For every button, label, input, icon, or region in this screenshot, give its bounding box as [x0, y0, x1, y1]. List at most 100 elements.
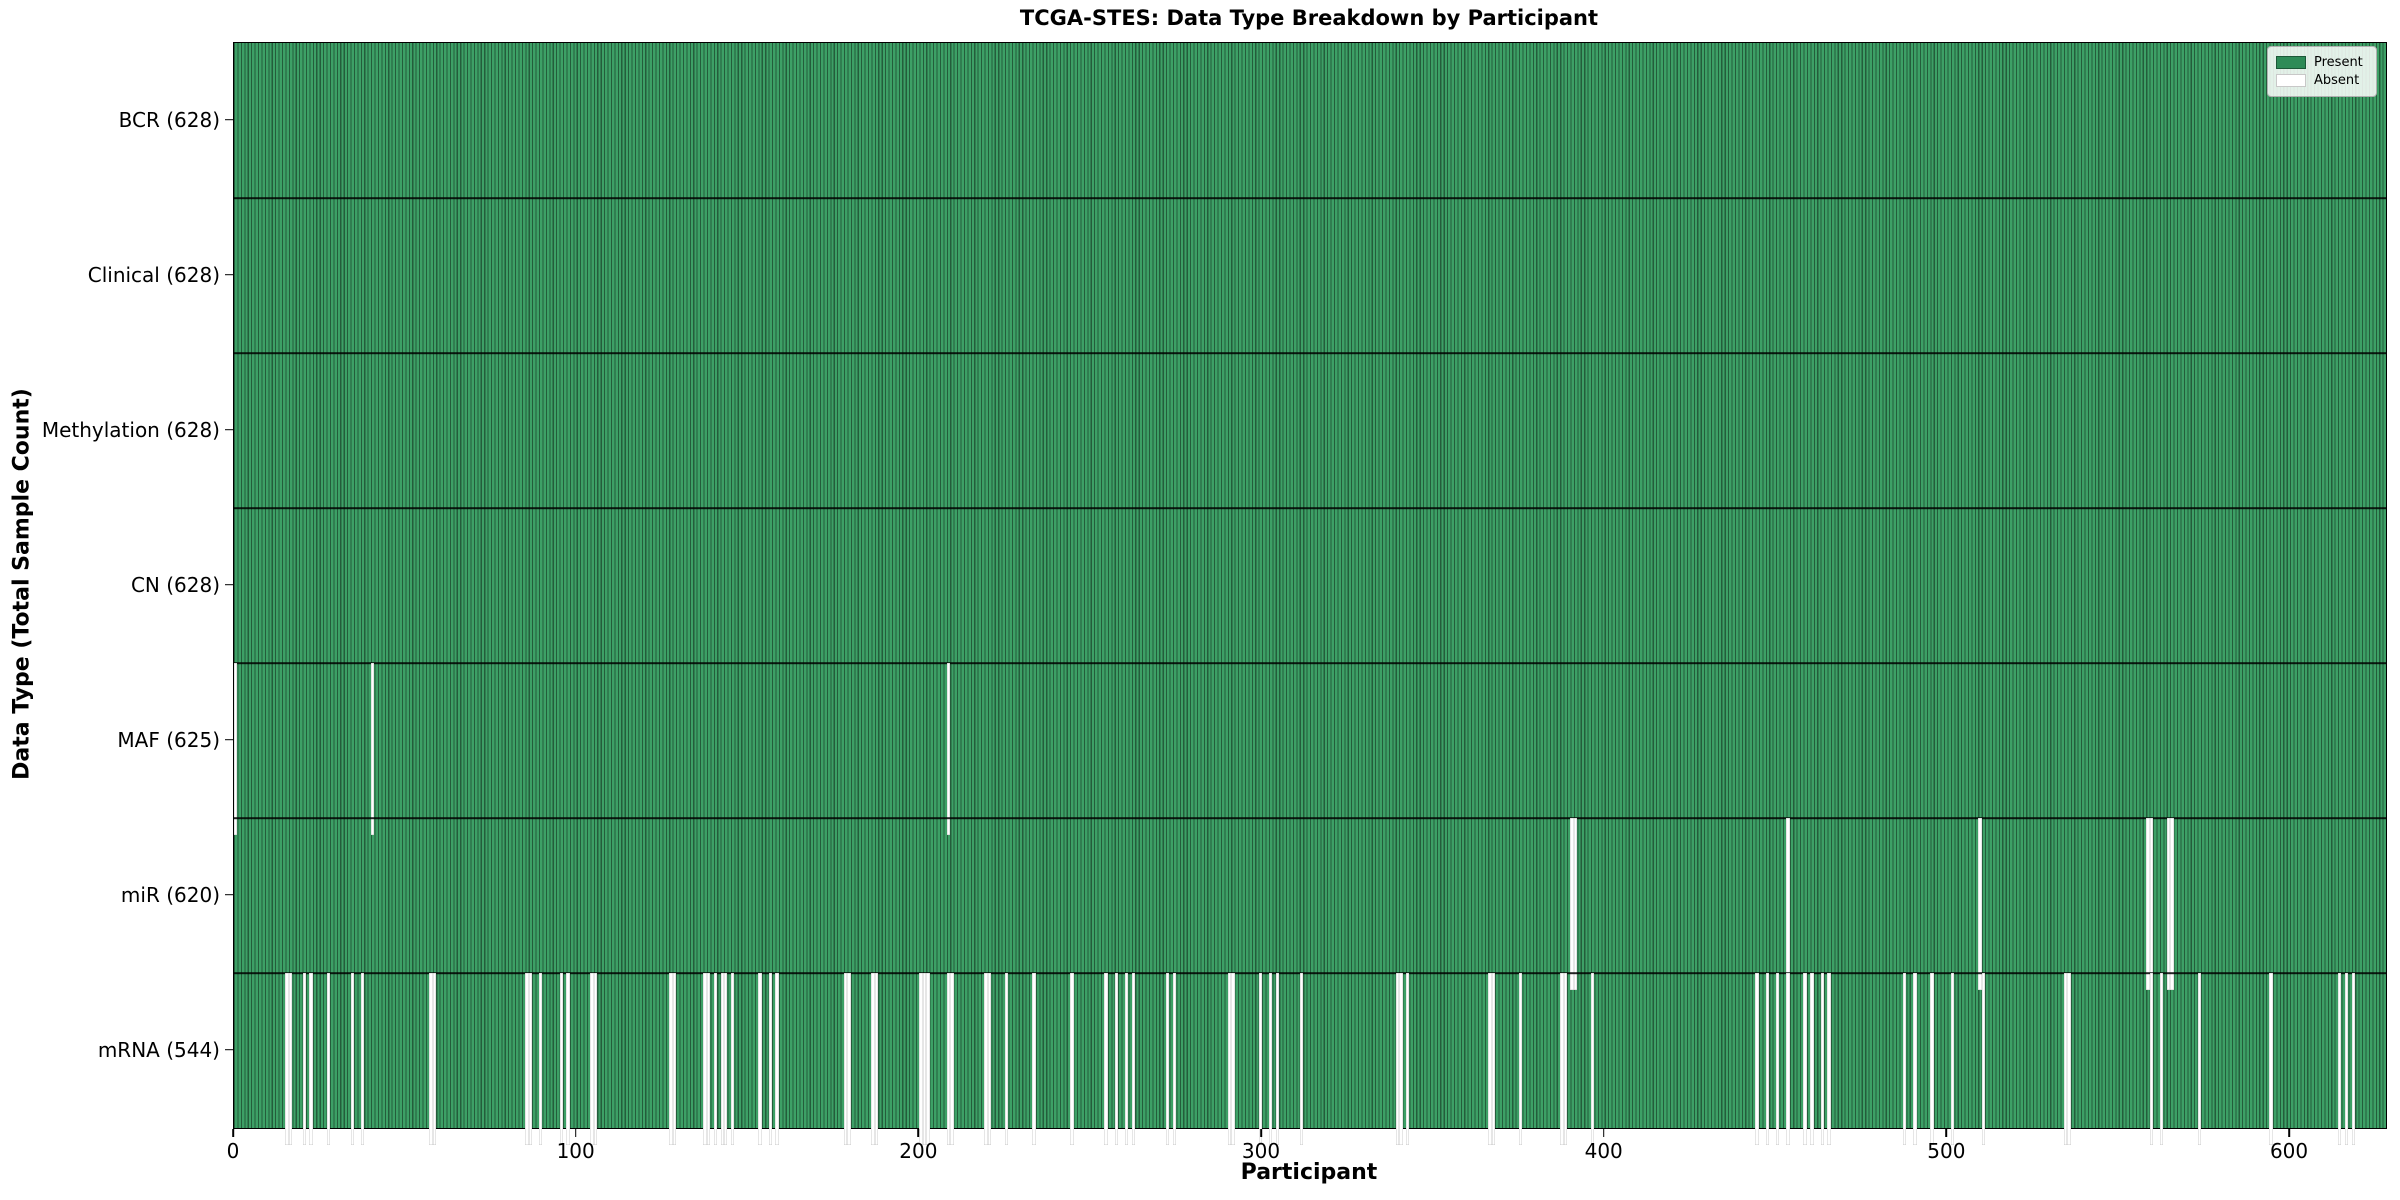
absent-stripe-mRNA-490 [1913, 973, 1917, 1146]
absent-stripe-mRNA-95 [559, 973, 563, 1146]
legend-item-absent: Absent [2276, 73, 2368, 88]
absent-stripe-MAF-0 [234, 663, 238, 836]
y-tick-label-Methylation: Methylation (628) [41, 417, 220, 442]
absent-stripe-mRNA-15 [285, 973, 289, 1146]
absent-stripe-mRNA-573 [2197, 973, 2201, 1146]
absent-stripe-mRNA-535 [2067, 973, 2071, 1146]
x-tick-area: 0 100 200 300 400 500 600 [227, 1128, 2385, 1175]
absent-stripe-mRNA-460 [1810, 973, 1814, 1146]
absent-stripe-miR-565 [2170, 818, 2174, 991]
absent-stripe-mRNA-495 [1930, 973, 1934, 1146]
absent-stripe-mRNA-387 [1560, 973, 1564, 1146]
absent-stripe-mRNA-299 [1258, 973, 1263, 1146]
absent-stripe-mRNA-37 [360, 973, 365, 1146]
absent-stripe-mRNA-138 [706, 973, 711, 1146]
absent-stripe-mRNA-262 [1131, 973, 1136, 1146]
absent-stripe-mRNA-178 [843, 973, 848, 1146]
absent-stripe-mRNA-128 [672, 973, 677, 1146]
x-tick-mark [917, 1128, 920, 1137]
absent-stripe-mRNA-208 [946, 973, 951, 1146]
absent-swatch-icon [2276, 74, 2306, 87]
absent-stripe-mRNA-340 [1399, 973, 1403, 1146]
absent-stripe-miR-509 [1978, 818, 1982, 991]
absent-stripe-mRNA-311 [1299, 973, 1304, 1146]
y-tick-label-Clinical: Clinical (628) [87, 262, 220, 287]
x-tick-label-400: 400 [1584, 1138, 1623, 1163]
y-tick-label-mRNA: mRNA (544) [97, 1037, 220, 1062]
absent-stripe-mRNA-97 [566, 973, 570, 1146]
legend-item-present: Present [2276, 55, 2368, 70]
absent-stripe-mRNA-27 [326, 973, 330, 1146]
y-tick-mark [225, 738, 233, 741]
absent-stripe-mRNA-220 [987, 973, 992, 1146]
absent-stripe-miR-559 [2149, 818, 2153, 991]
absent-stripe-mRNA-86 [528, 973, 533, 1146]
absent-stripe-mRNA-366 [1488, 973, 1492, 1146]
absent-stripe-mRNA-559 [2149, 973, 2153, 1146]
absent-stripe-mRNA-142 [720, 973, 725, 1146]
x-tick-mark [1602, 1128, 1605, 1137]
x-tick-mark [2288, 1128, 2290, 1137]
absent-stripe-mRNA-34 [350, 973, 354, 1146]
y-tick-label-miR: miR (620) [120, 882, 220, 907]
absent-stripe-mRNA-367 [1491, 973, 1496, 1146]
absent-stripe-mRNA-145 [730, 973, 735, 1146]
absent-stripe-miR-391 [1573, 818, 1578, 991]
y-tick-label-CN: CN (628) [130, 572, 220, 597]
absent-stripe-mRNA-225 [1005, 973, 1009, 1146]
y-tick-mark [225, 273, 233, 276]
x-tick-label-200: 200 [899, 1138, 938, 1163]
absent-stripe-mRNA-614 [2338, 973, 2342, 1146]
absent-stripe-mRNA-458 [1803, 973, 1807, 1146]
absent-stripe-mRNA-202 [926, 973, 930, 1146]
absent-stripe-mRNA-156 [768, 973, 772, 1146]
absent-stripe-miR-453 [1786, 818, 1790, 991]
absent-stripe-mRNA-153 [758, 973, 762, 1146]
x-tick-mark [232, 1128, 234, 1137]
absent-stripe-mRNA-453 [1786, 973, 1790, 1146]
legend-absent-label: Absent [2314, 73, 2360, 88]
row-separator [234, 972, 2386, 974]
absent-stripe-mRNA-463 [1820, 973, 1824, 1146]
absent-stripe-mRNA-179 [847, 973, 851, 1146]
absent-stripe-mRNA-562 [2159, 973, 2164, 1146]
plot-area [233, 42, 2387, 1146]
absent-stripe-MAF-40 [371, 663, 375, 836]
absent-stripe-mRNA-274 [1172, 973, 1177, 1146]
absent-stripe-mRNA-244 [1070, 973, 1074, 1146]
x-tick-label-100: 100 [556, 1138, 595, 1163]
absent-stripe-mRNA-375 [1519, 973, 1523, 1146]
absent-stripe-mRNA-137 [703, 973, 707, 1146]
absent-stripe-mRNA-143 [724, 973, 728, 1146]
absent-stripe-mRNA-465 [1827, 973, 1831, 1146]
absent-stripe-mRNA-58 [432, 973, 437, 1146]
absent-stripe-mRNA-89 [538, 973, 543, 1146]
absent-stripe-mRNA-209 [950, 973, 954, 1146]
absent-stripe-mRNA-201 [922, 973, 927, 1146]
absent-stripe-mRNA-510 [1981, 973, 1986, 1146]
absent-stripe-mRNA-254 [1104, 973, 1108, 1146]
absent-stripe-mRNA-304 [1275, 973, 1280, 1146]
absent-stripe-mRNA-291 [1231, 973, 1235, 1146]
absent-stripe-MAF-208 [946, 663, 951, 836]
absent-stripe-mRNA-396 [1590, 973, 1595, 1146]
absent-stripe-mRNA-501 [1950, 973, 1955, 1146]
chart-title: TCGA-STES: Data Type Breakdown by Partic… [1019, 6, 1599, 30]
absent-stripe-miR-390 [1570, 818, 1574, 991]
x-axis-label: Participant [1240, 1160, 1378, 1185]
x-tick-mark [574, 1128, 577, 1137]
y-tick-label-MAF: MAF (625) [117, 727, 220, 752]
absent-stripe-mRNA-200 [919, 973, 923, 1146]
absent-stripe-mRNA-140 [713, 973, 718, 1146]
absent-stripe-mRNA-487 [1902, 973, 1907, 1146]
absent-stripe-mRNA-447 [1765, 973, 1770, 1146]
absent-stripe-mRNA-388 [1563, 973, 1567, 1146]
x-tick-label-500: 500 [1927, 1138, 1966, 1163]
row-separator [234, 507, 2386, 509]
y-tick-label-BCR: BCR (628) [118, 107, 220, 132]
absent-stripe-mRNA-534 [2063, 973, 2068, 1146]
absent-stripe-mRNA-105 [593, 973, 598, 1146]
absent-stripe-mRNA-594 [2269, 973, 2273, 1146]
y-tick-labels: BCR (628) Clinical (628) Methylation (628)… [0, 42, 220, 1127]
absent-stripe-mRNA-233 [1032, 973, 1036, 1146]
